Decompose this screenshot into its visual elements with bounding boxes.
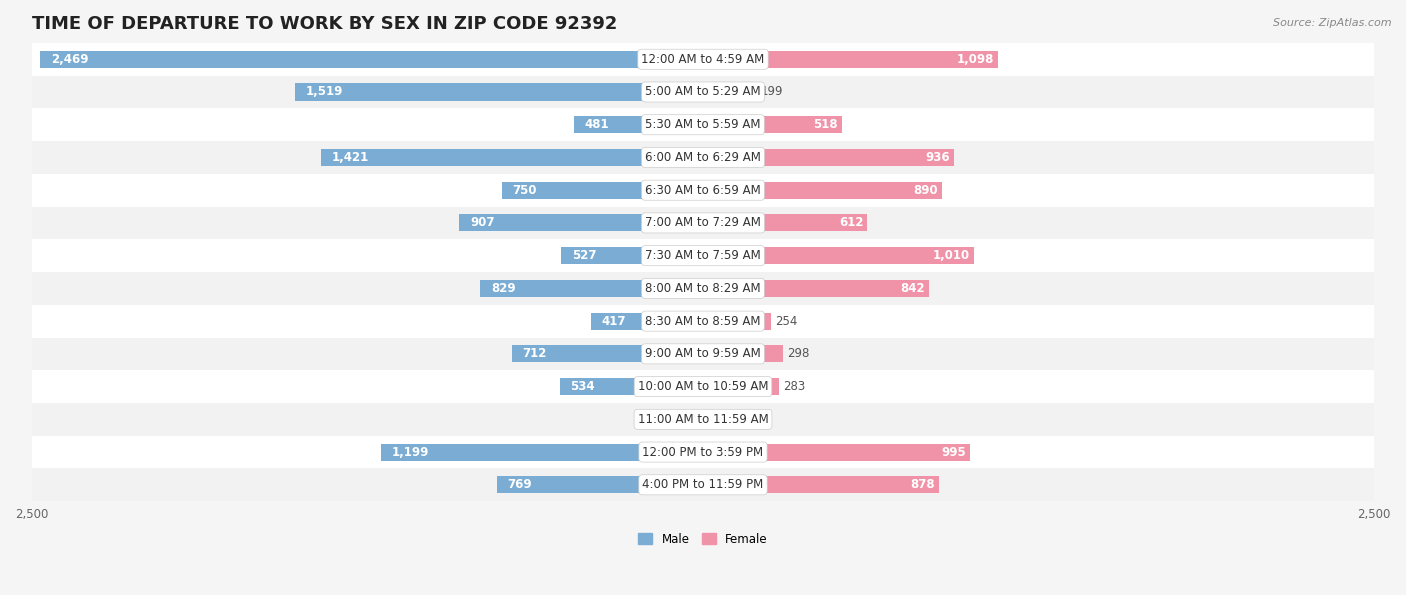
Text: 534: 534 (571, 380, 595, 393)
Bar (703, 149, 955, 166)
Text: 6:00 AM to 6:29 AM: 6:00 AM to 6:29 AM (645, 151, 761, 164)
Text: 1,199: 1,199 (392, 446, 429, 459)
Bar (703, 411, 738, 428)
Bar (560, 378, 703, 395)
Bar (39, 51, 703, 68)
Bar (32, 305, 1374, 337)
Bar (481, 280, 703, 297)
Text: 1,519: 1,519 (307, 86, 343, 99)
Text: 890: 890 (914, 184, 938, 197)
Text: 7:30 AM to 7:59 AM: 7:30 AM to 7:59 AM (645, 249, 761, 262)
Text: 199: 199 (761, 86, 783, 99)
Bar (703, 443, 970, 461)
Text: 1,010: 1,010 (934, 249, 970, 262)
Text: 769: 769 (508, 478, 531, 491)
Text: 995: 995 (942, 446, 966, 459)
Text: 283: 283 (783, 380, 806, 393)
Text: 9:00 AM to 9:59 AM: 9:00 AM to 9:59 AM (645, 347, 761, 361)
Text: 518: 518 (814, 118, 838, 131)
Text: 298: 298 (787, 347, 810, 361)
Text: TIME OF DEPARTURE TO WORK BY SEX IN ZIP CODE 92392: TIME OF DEPARTURE TO WORK BY SEX IN ZIP … (32, 15, 617, 33)
Text: 12:00 PM to 3:59 PM: 12:00 PM to 3:59 PM (643, 446, 763, 459)
Text: 907: 907 (470, 217, 495, 230)
Bar (512, 345, 703, 362)
Bar (496, 476, 703, 493)
Legend: Male, Female: Male, Female (634, 528, 772, 550)
Text: 712: 712 (523, 347, 547, 361)
Text: 1,421: 1,421 (332, 151, 370, 164)
Text: 8:00 AM to 8:29 AM: 8:00 AM to 8:29 AM (645, 282, 761, 295)
Bar (381, 443, 703, 461)
Bar (322, 149, 703, 166)
Bar (32, 174, 1374, 206)
Text: 12:00 AM to 4:59 AM: 12:00 AM to 4:59 AM (641, 53, 765, 66)
Bar (703, 476, 939, 493)
Bar (695, 411, 703, 428)
Bar (703, 378, 779, 395)
Bar (703, 181, 942, 199)
Bar (703, 312, 772, 330)
Bar (32, 468, 1374, 501)
Text: 750: 750 (512, 184, 537, 197)
Bar (32, 337, 1374, 370)
Text: 4:00 PM to 11:59 PM: 4:00 PM to 11:59 PM (643, 478, 763, 491)
Bar (574, 116, 703, 133)
Bar (703, 83, 756, 101)
Bar (502, 181, 703, 199)
Bar (703, 345, 783, 362)
Bar (703, 214, 868, 231)
Text: Source: ZipAtlas.com: Source: ZipAtlas.com (1274, 18, 1392, 28)
Bar (32, 108, 1374, 141)
Text: 2,469: 2,469 (51, 53, 89, 66)
Bar (295, 83, 703, 101)
Bar (460, 214, 703, 231)
Bar (591, 312, 703, 330)
Bar (32, 43, 1374, 76)
Text: 5:30 AM to 5:59 AM: 5:30 AM to 5:59 AM (645, 118, 761, 131)
Text: 6:30 AM to 6:59 AM: 6:30 AM to 6:59 AM (645, 184, 761, 197)
Bar (32, 272, 1374, 305)
Bar (32, 239, 1374, 272)
Text: 481: 481 (585, 118, 609, 131)
Text: 5:00 AM to 5:29 AM: 5:00 AM to 5:29 AM (645, 86, 761, 99)
Text: 11:00 AM to 11:59 AM: 11:00 AM to 11:59 AM (638, 413, 768, 426)
Bar (32, 206, 1374, 239)
Bar (32, 141, 1374, 174)
Bar (32, 403, 1374, 436)
Text: 1,098: 1,098 (956, 53, 994, 66)
Text: 129: 129 (742, 413, 765, 426)
Text: 31: 31 (676, 413, 690, 426)
Text: 417: 417 (602, 315, 626, 328)
Text: 7:00 AM to 7:29 AM: 7:00 AM to 7:29 AM (645, 217, 761, 230)
Text: 8:30 AM to 8:59 AM: 8:30 AM to 8:59 AM (645, 315, 761, 328)
Bar (32, 370, 1374, 403)
Bar (32, 436, 1374, 468)
Text: 254: 254 (775, 315, 797, 328)
Bar (561, 247, 703, 264)
Bar (703, 51, 998, 68)
Text: 612: 612 (839, 217, 863, 230)
Text: 829: 829 (491, 282, 516, 295)
Bar (32, 76, 1374, 108)
Text: 842: 842 (900, 282, 925, 295)
Text: 936: 936 (925, 151, 950, 164)
Text: 527: 527 (572, 249, 596, 262)
Bar (703, 247, 974, 264)
Bar (703, 116, 842, 133)
Bar (703, 280, 929, 297)
Text: 878: 878 (910, 478, 935, 491)
Text: 10:00 AM to 10:59 AM: 10:00 AM to 10:59 AM (638, 380, 768, 393)
